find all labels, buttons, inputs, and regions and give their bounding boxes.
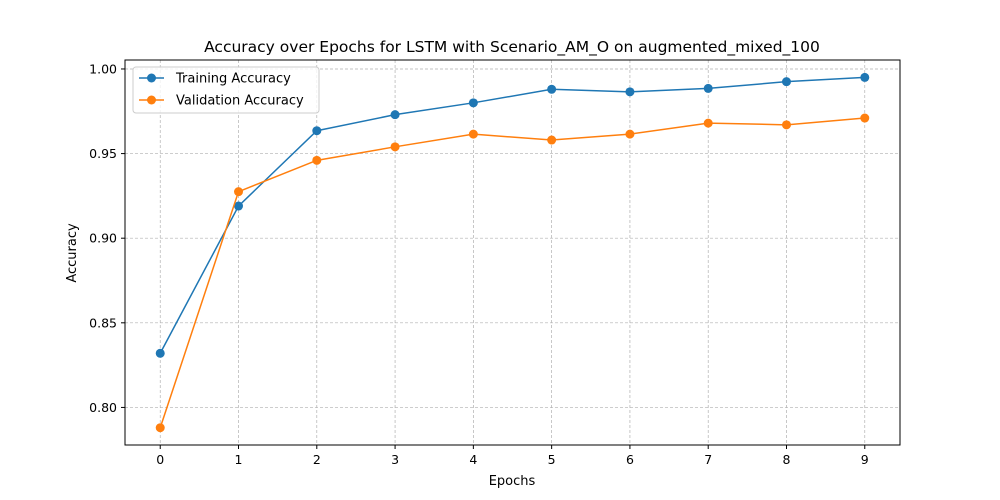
data-point-training-accuracy: [781, 77, 791, 87]
data-point-training-accuracy: [234, 201, 244, 211]
series-line-validation-accuracy: [159, 117, 865, 428]
legend-marker-validation: [147, 95, 156, 105]
data-point-training-accuracy: [312, 126, 322, 136]
x-tick-label: 5: [548, 452, 556, 467]
data-point-training-accuracy: [155, 348, 165, 358]
data-point-validation-accuracy: [703, 118, 713, 128]
series-layer: [155, 72, 870, 433]
data-point-validation-accuracy: [860, 113, 870, 123]
x-tick-label: 8: [783, 452, 791, 467]
x-tick-label: 9: [861, 452, 869, 467]
y-tick-label: 0.85: [89, 315, 117, 330]
x-tick-label: 6: [626, 452, 634, 467]
legend-label-validation: Validation Accuracy: [176, 94, 304, 109]
x-tick-label: 0: [156, 452, 164, 467]
data-point-validation-accuracy: [468, 129, 478, 139]
y-axis-ticks: 0.80 0.85 0.90 0.95 1.00: [89, 61, 125, 415]
data-point-validation-accuracy: [234, 187, 244, 197]
series-line-training-accuracy: [159, 76, 865, 354]
data-point-validation-accuracy: [155, 423, 165, 433]
y-tick-label: 0.90: [89, 231, 117, 246]
legend-marker-training: [147, 73, 156, 83]
y-tick-label: 0.80: [89, 400, 117, 415]
y-tick-label: 1.00: [89, 61, 117, 76]
data-point-training-accuracy: [625, 87, 635, 97]
x-tick-label: 2: [313, 452, 321, 467]
data-point-validation-accuracy: [781, 120, 791, 130]
series-training-accuracy: [155, 72, 870, 358]
data-point-training-accuracy: [860, 72, 870, 82]
y-tick-label: 0.95: [89, 146, 117, 161]
data-point-validation-accuracy: [625, 129, 635, 139]
data-point-validation-accuracy: [312, 155, 322, 165]
x-axis-label: Epochs: [489, 474, 536, 489]
plot-frame: [124, 59, 901, 446]
legend: Training Accuracy Validation Accuracy: [132, 66, 320, 114]
series-validation-accuracy: [155, 113, 870, 433]
x-axis-ticks: 0 1 2 3 4 5 6 7 8 9: [156, 445, 869, 467]
x-tick-label: 3: [391, 452, 399, 467]
chart-title: Accuracy over Epochs for LSTM with Scena…: [204, 38, 820, 57]
data-point-training-accuracy: [468, 98, 478, 108]
data-point-training-accuracy: [547, 84, 557, 94]
legend-box: [132, 66, 320, 114]
x-tick-label: 7: [704, 452, 712, 467]
x-tick-label: 4: [469, 452, 477, 467]
data-point-training-accuracy: [390, 110, 400, 120]
grid: [125, 60, 900, 445]
data-point-validation-accuracy: [390, 142, 400, 152]
legend-label-training: Training Accuracy: [175, 72, 291, 87]
x-tick-label: 1: [235, 452, 243, 467]
y-axis-label: Accuracy: [65, 223, 80, 283]
data-point-training-accuracy: [703, 83, 713, 93]
data-point-validation-accuracy: [547, 135, 557, 145]
